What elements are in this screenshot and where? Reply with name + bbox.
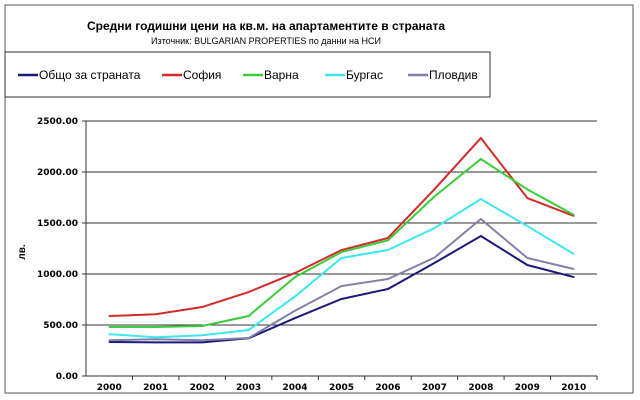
legend-item: Бургас (325, 68, 383, 82)
x-tick-label: 2009 (515, 383, 540, 393)
legend-label: Пловдив (429, 68, 478, 82)
x-tick-label: 2000 (97, 383, 122, 393)
y-tick-label: 2000.00 (37, 168, 78, 178)
legend-label: Бургас (346, 68, 383, 82)
data-point (247, 329, 250, 331)
data-point (247, 337, 250, 339)
data-point (340, 249, 343, 251)
data-point (340, 298, 343, 300)
data-point (201, 334, 203, 337)
data-point (526, 257, 529, 259)
data-point (108, 341, 111, 343)
data-point (294, 295, 296, 298)
data-point (294, 276, 296, 278)
y-tick-label: 500.00 (43, 321, 78, 331)
data-point (572, 253, 575, 255)
data-point (480, 137, 482, 139)
legend-label: Общо за страната (39, 68, 141, 82)
legend-item: Варна (243, 68, 299, 82)
data-point (387, 278, 389, 280)
data-point (387, 239, 389, 242)
data-point (526, 225, 529, 227)
data-point (526, 188, 529, 191)
x-tick-label: 2008 (468, 383, 493, 393)
y-tick-label: 1000.00 (37, 270, 78, 280)
x-tick-label: 2005 (329, 383, 354, 393)
legend-item: Общо за страната (18, 68, 141, 82)
legend-item: Пловдив (408, 68, 478, 82)
data-point (480, 218, 482, 220)
data-point (433, 188, 436, 191)
x-tick-label: 2003 (236, 383, 261, 393)
data-point (340, 285, 343, 287)
data-point (572, 214, 575, 216)
x-tick-label: 2004 (283, 383, 308, 393)
y-axis-label: лв. (17, 244, 28, 260)
x-tick-label: 2007 (422, 383, 447, 393)
x-tick-label: 2001 (143, 383, 168, 393)
data-point (201, 306, 203, 308)
data-point (294, 309, 296, 312)
data-point (154, 338, 157, 341)
data-point (387, 288, 389, 290)
y-tick-label: 2500.00 (37, 117, 78, 127)
data-point (154, 326, 157, 328)
data-point (572, 276, 575, 278)
data-point (294, 272, 296, 274)
data-point (480, 235, 482, 237)
x-tick-label: 2006 (375, 383, 400, 393)
data-point (572, 268, 575, 270)
data-point (108, 315, 111, 317)
data-point (387, 237, 389, 239)
data-point (480, 198, 482, 200)
data-point (433, 227, 436, 229)
legend-label: Варна (264, 68, 299, 82)
data-point (108, 333, 111, 335)
data-point (340, 257, 343, 259)
data-point (247, 315, 250, 317)
data-point (526, 264, 529, 266)
data-point (201, 325, 203, 327)
data-point (154, 336, 157, 339)
legend-label: София (183, 68, 221, 82)
data-point (480, 158, 482, 160)
data-point (154, 341, 157, 344)
y-tick-label: 0.00 (56, 372, 78, 382)
legend-item: София (162, 68, 221, 82)
data-point (433, 262, 436, 264)
legend: Общо за страната София Варна Бургас Пловдив (18, 68, 478, 82)
data-point (433, 256, 436, 259)
data-point (247, 291, 250, 293)
y-tick-label: 1500.00 (37, 219, 78, 229)
data-point (387, 249, 389, 251)
data-point (294, 317, 296, 319)
data-point (526, 197, 529, 199)
data-point (201, 341, 203, 344)
data-point (433, 195, 436, 198)
data-point (108, 339, 111, 342)
chart-subtitle: Източник: BULGARIAN PROPERTIES по данни … (151, 36, 381, 46)
data-point (154, 313, 157, 316)
chart-title: Средни годишни цени на кв.м. на апартаме… (87, 19, 445, 33)
x-tick-label: 2002 (190, 383, 215, 393)
data-point (340, 251, 343, 253)
data-point (108, 326, 111, 328)
data-point (201, 339, 203, 342)
x-tick-label: 2010 (561, 383, 586, 393)
